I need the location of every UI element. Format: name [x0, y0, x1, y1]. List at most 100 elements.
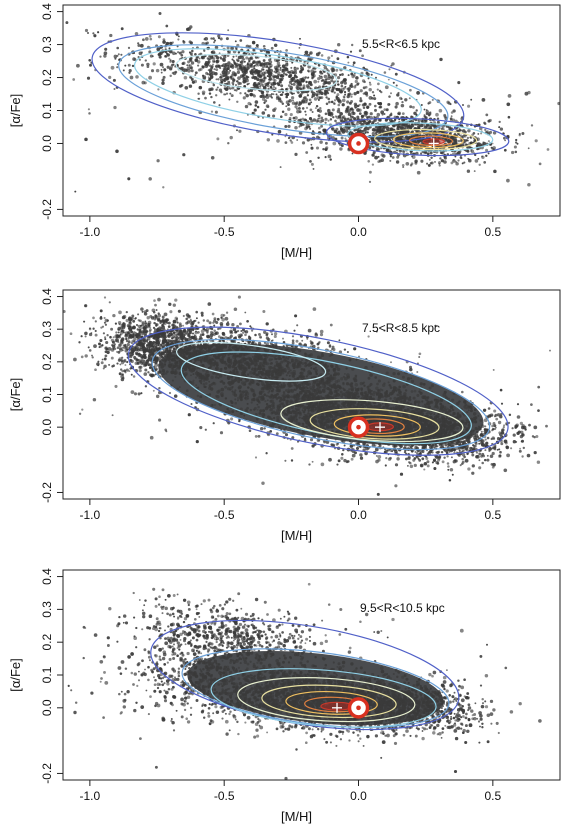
data-point — [112, 313, 116, 318]
data-point — [320, 124, 324, 128]
data-point — [285, 364, 289, 368]
data-point — [343, 348, 347, 351]
data-point — [275, 59, 279, 63]
data-point — [302, 87, 305, 90]
data-point — [187, 69, 191, 73]
data-point — [300, 66, 304, 71]
data-point — [487, 140, 490, 143]
data-point — [320, 116, 324, 120]
data-point — [300, 92, 303, 96]
data-point — [217, 34, 221, 38]
data-point — [112, 78, 116, 82]
data-point — [419, 123, 424, 128]
data-point — [261, 62, 264, 65]
data-point — [244, 358, 248, 361]
data-point — [88, 112, 91, 115]
data-point — [231, 58, 234, 61]
data-point — [374, 108, 377, 112]
data-point — [155, 68, 160, 73]
data-point — [222, 69, 226, 72]
data-point — [263, 341, 267, 344]
data-point — [330, 54, 334, 58]
data-point — [486, 458, 490, 462]
data-point — [309, 340, 312, 343]
data-point — [193, 79, 198, 84]
data-point — [141, 80, 146, 85]
data-point — [446, 455, 449, 458]
data-point — [282, 393, 286, 397]
data-point — [282, 345, 285, 348]
data-point — [315, 93, 319, 97]
data-point — [369, 125, 372, 129]
data-point — [351, 367, 355, 371]
data-point — [236, 129, 238, 132]
data-point — [474, 159, 479, 163]
data-point — [331, 347, 334, 351]
data-point — [281, 91, 285, 94]
data-point — [272, 81, 277, 86]
data-point — [358, 103, 361, 106]
data-point — [268, 404, 272, 409]
data-point — [389, 155, 392, 158]
data-point — [410, 115, 413, 118]
data-point — [227, 61, 231, 65]
data-point — [342, 375, 346, 379]
data-point — [207, 76, 210, 79]
data-point — [324, 112, 328, 116]
data-point — [120, 53, 123, 56]
data-point — [284, 112, 288, 117]
data-point — [368, 96, 373, 100]
data-point — [251, 368, 255, 372]
data-point — [278, 98, 282, 103]
data-point — [198, 379, 202, 383]
data-point — [268, 78, 272, 81]
data-point — [349, 85, 352, 88]
data-point — [366, 72, 370, 77]
data-point — [190, 69, 194, 73]
data-point — [244, 92, 247, 95]
data-point — [276, 375, 280, 379]
data-point — [213, 403, 216, 407]
data-point — [266, 399, 269, 402]
data-point — [189, 338, 192, 341]
data-point — [174, 70, 178, 74]
data-point — [317, 64, 321, 67]
data-point — [402, 166, 405, 169]
data-point — [171, 59, 175, 64]
contour-line — [133, 48, 422, 127]
data-point — [124, 364, 127, 366]
data-point — [113, 54, 118, 59]
data-point — [373, 97, 377, 101]
data-point — [212, 354, 217, 358]
data-point — [273, 364, 277, 368]
data-point — [349, 108, 353, 111]
data-point — [180, 53, 184, 57]
data-point — [293, 66, 297, 71]
data-point — [311, 110, 314, 114]
data-point — [237, 386, 242, 390]
data-point — [272, 114, 276, 118]
data-point — [238, 394, 242, 398]
data-point — [239, 322, 242, 326]
data-point — [411, 123, 414, 126]
data-point — [377, 155, 380, 158]
data-point — [138, 58, 142, 61]
data-point — [157, 35, 161, 39]
data-point — [215, 366, 220, 371]
data-point — [239, 66, 243, 69]
data-point — [320, 75, 323, 78]
data-point — [159, 56, 162, 59]
data-point — [251, 73, 255, 76]
data-point — [222, 73, 224, 76]
data-point — [227, 64, 230, 67]
data-point — [265, 104, 270, 108]
data-point — [392, 124, 395, 128]
data-point — [518, 132, 521, 136]
data-point — [221, 318, 225, 322]
data-point — [297, 106, 301, 110]
data-point — [113, 105, 117, 110]
data-point — [272, 93, 275, 96]
data-point — [254, 104, 258, 107]
data-point — [346, 87, 349, 91]
data-point — [352, 64, 355, 66]
